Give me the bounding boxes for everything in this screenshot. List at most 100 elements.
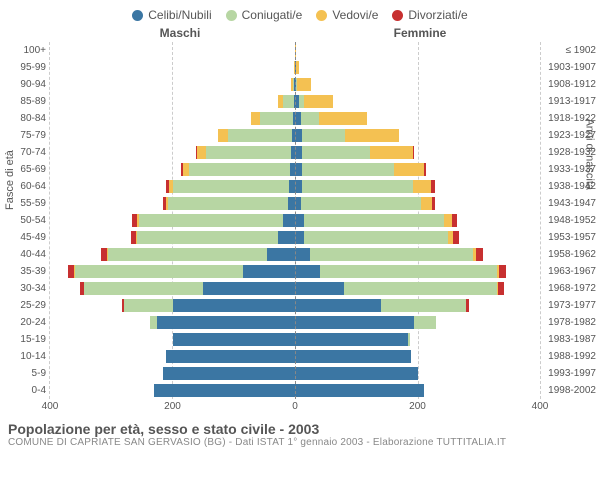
bar-segment xyxy=(295,299,381,312)
birth-label: 1908-1912 xyxy=(540,76,596,93)
bar-segment xyxy=(414,316,435,329)
bar-left xyxy=(101,248,295,261)
male-side xyxy=(50,76,295,93)
male-side xyxy=(50,331,295,348)
birth-label: 1953-1957 xyxy=(540,229,596,246)
female-side xyxy=(295,314,540,331)
bar-left xyxy=(196,146,295,159)
male-side xyxy=(50,161,295,178)
female-side xyxy=(295,229,540,246)
bar-segment xyxy=(424,163,426,176)
bar-left xyxy=(278,95,295,108)
bar-left xyxy=(163,367,295,380)
female-side xyxy=(295,212,540,229)
bar-right xyxy=(295,231,459,244)
bar-segment xyxy=(218,129,227,142)
bar-segment xyxy=(295,265,320,278)
bar-segment xyxy=(189,163,290,176)
bar-segment xyxy=(260,112,294,125)
bar-right xyxy=(295,384,424,397)
bar-segment xyxy=(498,282,504,295)
bar-segment xyxy=(413,146,414,159)
bar-left xyxy=(173,333,296,346)
bar-segment xyxy=(288,197,295,210)
bar-segment xyxy=(168,197,287,210)
female-side xyxy=(295,365,540,382)
bar-segment xyxy=(297,78,310,91)
y-axis-age-labels: 100+95-9990-9485-8980-8475-7970-7465-696… xyxy=(4,42,50,399)
bar-segment xyxy=(163,367,295,380)
bar-segment xyxy=(444,214,451,227)
bar-segment xyxy=(283,95,294,108)
bar-segment xyxy=(295,333,408,346)
male-side xyxy=(50,178,295,195)
male-side xyxy=(50,127,295,144)
bar-right xyxy=(295,95,333,108)
bar-segment xyxy=(421,197,432,210)
age-label: 35-39 xyxy=(4,263,50,280)
chart-area: 100+95-9990-9485-8980-8475-7970-7465-696… xyxy=(0,42,600,399)
age-label: 100+ xyxy=(4,42,50,59)
birth-label: 1973-1977 xyxy=(540,297,596,314)
male-side xyxy=(50,348,295,365)
birth-label: 1988-1992 xyxy=(540,348,596,365)
male-side xyxy=(50,280,295,297)
bar-segment xyxy=(278,231,295,244)
bar-segment xyxy=(432,197,436,210)
birth-label: 1943-1947 xyxy=(540,195,596,212)
male-side xyxy=(50,59,295,76)
female-side xyxy=(295,297,540,314)
x-tick: 200 xyxy=(409,401,426,412)
legend-swatch xyxy=(226,10,237,21)
female-side xyxy=(295,42,540,59)
female-side xyxy=(295,195,540,212)
bar-right xyxy=(295,265,506,278)
bar-right xyxy=(295,333,410,346)
birth-label: 1903-1907 xyxy=(540,59,596,76)
bar-segment xyxy=(304,231,448,244)
bar-segment xyxy=(197,146,206,159)
birth-label: ≤ 1902 xyxy=(540,42,596,59)
female-side xyxy=(295,93,540,110)
bar-right xyxy=(295,316,436,329)
birth-label: 1978-1982 xyxy=(540,314,596,331)
bar-right xyxy=(295,282,504,295)
bar-segment xyxy=(295,214,304,227)
female-side xyxy=(295,280,540,297)
bar-segment xyxy=(166,350,295,363)
bar-segment xyxy=(304,214,445,227)
birth-label: 1998-2002 xyxy=(540,382,596,399)
col-header-female: Femmine xyxy=(300,26,540,40)
bar-right xyxy=(295,146,414,159)
age-label: 80-84 xyxy=(4,110,50,127)
legend-label: Coniugati/e xyxy=(242,8,303,22)
bar-segment xyxy=(302,163,394,176)
legend-swatch xyxy=(132,10,143,21)
bar-segment xyxy=(452,214,457,227)
age-label: 95-99 xyxy=(4,59,50,76)
bar-right xyxy=(295,112,367,125)
female-side xyxy=(295,76,540,93)
bar-segment xyxy=(302,129,345,142)
bar-left xyxy=(251,112,295,125)
bar-left xyxy=(166,180,295,193)
bar-right xyxy=(295,197,435,210)
bar-left xyxy=(150,316,295,329)
age-label: 40-44 xyxy=(4,246,50,263)
bar-segment xyxy=(370,146,413,159)
bar-segment xyxy=(295,129,302,142)
bar-left xyxy=(122,299,295,312)
age-label: 15-19 xyxy=(4,331,50,348)
birth-label: 1913-1917 xyxy=(540,93,596,110)
age-label: 50-54 xyxy=(4,212,50,229)
female-side xyxy=(295,382,540,399)
bar-segment xyxy=(302,180,412,193)
x-axis: 0200400 200400 xyxy=(0,399,600,415)
bar-right xyxy=(295,129,399,142)
bar-right xyxy=(295,367,418,380)
bar-segment xyxy=(251,112,260,125)
bar-left xyxy=(154,384,295,397)
bar-segment xyxy=(203,282,295,295)
female-side xyxy=(295,331,540,348)
age-label: 20-24 xyxy=(4,314,50,331)
